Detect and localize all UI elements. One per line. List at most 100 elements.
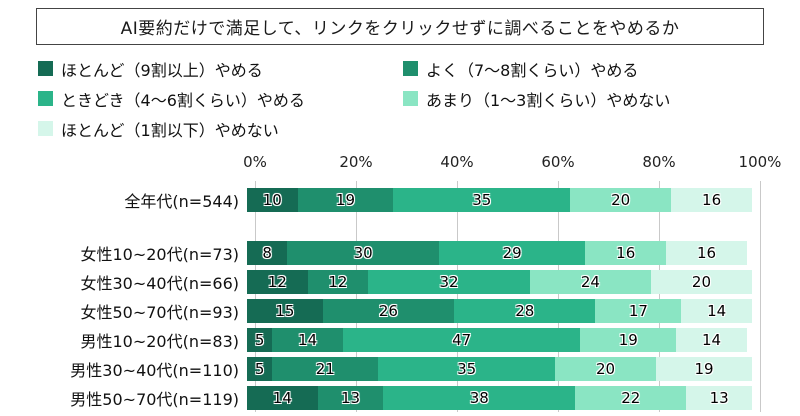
- gridline: [760, 181, 761, 412]
- bar-segment: 20: [650, 270, 752, 294]
- segment-value: 26: [378, 302, 398, 320]
- bar-segment: 35: [393, 188, 571, 212]
- stacked-bar: 15 26 28 17 14: [247, 299, 752, 323]
- bar-segment: 13: [686, 386, 752, 410]
- legend-item: あまり（1～3割くらい）やめない: [403, 88, 762, 110]
- bar-segment: 38: [383, 386, 576, 410]
- bar-segment: 5: [247, 328, 273, 352]
- row-label: 男性50~70代(n=119): [70, 390, 239, 409]
- chart-row: 女性50~70代(n=93) 15 26 28 17 14: [0, 299, 762, 323]
- row-label: 女性50~70代(n=93): [80, 303, 239, 322]
- segment-value: 38: [469, 389, 489, 407]
- segment-value: 19: [618, 331, 638, 349]
- segment-value: 12: [328, 273, 348, 291]
- row-label: 女性10~20代(n=73): [80, 245, 239, 264]
- gridline: [255, 181, 256, 412]
- segment-value: 16: [696, 244, 717, 262]
- bar-segment: 14: [681, 299, 752, 323]
- stacked-bar: 5 14 47 19 14: [247, 328, 752, 352]
- segment-value: 14: [298, 331, 318, 349]
- segment-value: 10: [262, 191, 282, 209]
- segment-value: 20: [596, 360, 616, 378]
- legend-item: よく（7～8割くらい）やめる: [403, 58, 762, 80]
- bar-segment: 17: [595, 299, 682, 323]
- segment-value: 13: [709, 389, 729, 407]
- segment-value: 15: [275, 302, 295, 320]
- legend-label: あまり（1～3割くらい）やめない: [426, 90, 671, 110]
- segment-value: 17: [628, 302, 648, 320]
- gridline: [457, 181, 458, 412]
- segment-value: 21: [315, 360, 335, 378]
- bar-segment: 29: [438, 241, 586, 265]
- segment-value: 12: [267, 273, 287, 291]
- segment-value: 16: [616, 244, 636, 262]
- axis-tick-label: 60%: [541, 153, 575, 171]
- axis-tick-label: 40%: [440, 153, 474, 171]
- legend-item: ときどき（4～6割くらい）やめる: [38, 88, 403, 110]
- bar-segment: 15: [247, 299, 323, 323]
- gridline: [558, 181, 559, 412]
- row-label: 男性30~40代(n=110): [70, 361, 239, 380]
- stacked-bar: 12 12 32 24 20: [247, 270, 752, 294]
- legend-swatch-icon: [403, 91, 418, 106]
- legend-swatch-icon: [38, 61, 53, 76]
- segment-value: 16: [702, 191, 722, 209]
- chart-row: 男性10~20代(n=83) 5 14 47 19 14: [0, 328, 762, 352]
- segment-value: 35: [472, 191, 492, 209]
- segment-value: 35: [457, 360, 477, 378]
- segment-value: 47: [452, 331, 472, 349]
- segment-value: 14: [707, 302, 727, 320]
- bar-segment: 16: [671, 188, 752, 212]
- bar-segment: 19: [297, 188, 394, 212]
- segment-value: 30: [353, 244, 373, 262]
- bar-segment: 22: [575, 386, 687, 410]
- chart-legend: ほとんど（9割以上）やめる よく（7～8割くらい）やめるときどき（4～6割くらい）…: [38, 58, 762, 140]
- row-label: 男性10~20代(n=83): [80, 332, 239, 351]
- segment-value: 19: [694, 360, 714, 378]
- chart-title: AI要約だけで満足して、リンクをクリックせずに調べることをやめるか: [120, 19, 680, 39]
- stacked-bar: 14 13 38 22 13: [247, 386, 752, 410]
- gridlines: [255, 181, 761, 412]
- bar-segment: 35: [378, 357, 556, 381]
- bar-segment: 21: [272, 357, 379, 381]
- row-label: 女性30~40代(n=66): [80, 274, 239, 293]
- legend-label: ほとんど（9割以上）やめる: [61, 60, 263, 80]
- legend-swatch-icon: [38, 91, 53, 106]
- segment-value: 20: [691, 273, 712, 291]
- gridline: [356, 181, 357, 412]
- bar-segment: 20: [570, 188, 672, 212]
- gridline: [659, 181, 660, 412]
- segment-value: 22: [621, 389, 641, 407]
- bar-segment: 10: [247, 188, 298, 212]
- legend-item: ほとんど（1割以下）やめない: [38, 118, 403, 140]
- legend-item: ほとんど（9割以上）やめる: [38, 58, 403, 80]
- chart-row: 男性30~40代(n=110) 5 21 35 20 19: [0, 357, 762, 381]
- segment-value: 5: [254, 331, 265, 349]
- bar-segment: 13: [317, 386, 384, 410]
- row-label: 全年代(n=544): [124, 192, 239, 211]
- bar-segment: 5: [247, 357, 273, 381]
- segment-value: 24: [580, 273, 600, 291]
- bar-segment: 12: [247, 270, 308, 294]
- axis-tick-label: 100%: [738, 153, 782, 171]
- bar-segment: 24: [529, 270, 651, 294]
- legend-swatch-icon: [403, 61, 418, 76]
- segment-value: 14: [272, 389, 292, 407]
- segment-value: 5: [254, 360, 265, 378]
- legend-label: よく（7～8割くらい）やめる: [426, 60, 639, 80]
- legend-label: ほとんど（1割以下）やめない: [61, 120, 279, 140]
- bar-segment: 32: [368, 270, 530, 294]
- bar-segment: 19: [580, 328, 677, 352]
- segment-value: 20: [611, 191, 631, 209]
- chart-row: 女性30~40代(n=66) 12 12 32 24 20: [0, 270, 762, 294]
- x-axis-labels: 0% 20% 40% 60% 80% 100%: [243, 153, 781, 173]
- bar-segment: 20: [555, 357, 657, 381]
- bar-segment: 12: [307, 270, 369, 294]
- legend-swatch-icon: [38, 121, 53, 136]
- bar-segment: 8: [247, 241, 288, 265]
- stacked-bar: 5 21 35 20 19: [247, 357, 752, 381]
- segment-value: 29: [502, 244, 522, 262]
- segment-value: 13: [340, 389, 361, 407]
- chart-title-box: AI要約だけで満足して、リンクをクリックせずに調べることをやめるか: [36, 8, 764, 45]
